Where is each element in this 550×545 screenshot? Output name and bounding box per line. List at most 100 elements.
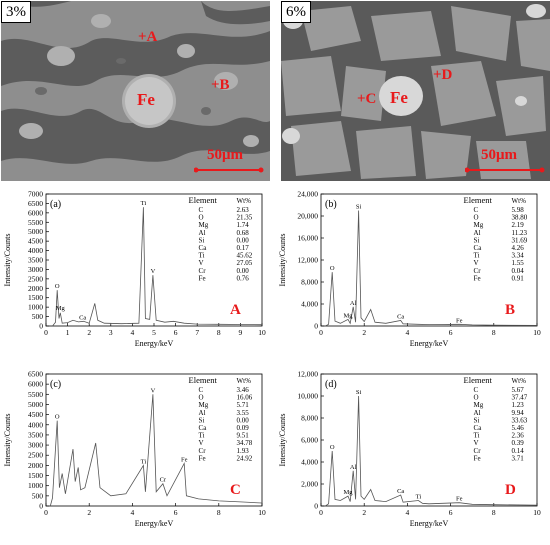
y-tick-label: 4,000: [301, 458, 318, 467]
table-value: 0.00: [237, 236, 250, 244]
x-tick-label: 4: [406, 508, 410, 517]
table-element: Al: [474, 229, 481, 237]
x-tick-label: 2: [87, 508, 91, 517]
peak-label-ti: Ti: [141, 200, 147, 207]
table-value: 3.55: [237, 409, 250, 417]
y-tick-label: 2500: [28, 451, 43, 460]
eds-chart-d: 0 2,000 4,000 6,000 8,000 10,000 12,000 0 2 4 6 8 10…: [278, 370, 541, 529]
table-element: Mg: [199, 401, 209, 409]
table-element: Fe: [199, 454, 206, 462]
table-value: 45.62: [237, 252, 253, 260]
peak-label-si: Si: [356, 204, 362, 211]
x-axis-label: Energy/keV: [410, 339, 449, 348]
table-value: 31.69: [512, 236, 528, 244]
peak-label-al: Al: [350, 464, 357, 471]
x-tick-label: 5: [152, 328, 156, 337]
y-tick-label: 0: [314, 322, 318, 331]
panel-letter: (d): [325, 379, 337, 390]
x-tick-label: 2: [362, 508, 366, 517]
plot-frame: [45, 373, 263, 507]
point-marker-b: +B: [211, 77, 230, 93]
x-tick-label: 10: [533, 508, 541, 517]
y-tick-label: 3000: [28, 265, 43, 274]
y-tick-label: 2500: [28, 274, 43, 283]
x-tick-label: 10: [258, 508, 266, 517]
table-value: 0.00: [237, 416, 250, 424]
table-element: Si: [199, 236, 205, 244]
y-tick-label: 0: [314, 502, 318, 511]
peak-label-fe: Fe: [181, 456, 188, 463]
peak-label-mg: Mg: [343, 312, 353, 319]
table-header-element: Element: [464, 195, 493, 205]
table-value: 0.17: [237, 244, 250, 252]
y-tick-label: 4500: [28, 237, 43, 246]
panel-letter: (c): [50, 379, 61, 390]
table-header-wt: Wt%: [512, 197, 527, 205]
table-value: 5.71: [237, 401, 250, 409]
table-element: Cr: [199, 447, 207, 455]
y-tick-label: 2000: [28, 284, 43, 293]
table-element: C: [199, 206, 204, 214]
table-value: 2.19: [512, 221, 525, 229]
y-tick-label: 5500: [28, 390, 43, 399]
x-tick-label: 4: [406, 328, 410, 337]
table-value: 21.35: [237, 214, 253, 222]
table-element: Mg: [474, 221, 484, 229]
peak-label-al: Al: [350, 300, 357, 307]
peak-label-v: V: [151, 387, 156, 394]
x-axis-label: Energy/keV: [135, 339, 174, 348]
y-tick-label: 0: [39, 322, 43, 331]
peak-label-ca: Ca: [397, 314, 404, 321]
sem-micrograph-3pct: 3% +A +B Fe 50μm: [1, 1, 270, 181]
table-value: 0.00: [237, 267, 250, 275]
table-element: Cr: [474, 267, 482, 275]
table-value: 4.26: [512, 244, 525, 252]
table-element: Al: [474, 409, 481, 417]
y-tick-label: 8,000: [301, 414, 318, 423]
x-tick-label: 8: [492, 508, 496, 517]
y-tick-label: 4000: [28, 420, 43, 429]
y-tick-label: 12,000: [297, 370, 318, 379]
y-tick-label: 4500: [28, 410, 43, 419]
table-value: 37.47: [512, 394, 528, 402]
table-value: 34.78: [237, 439, 253, 447]
spectrum-line: [325, 210, 538, 327]
y-tick-label: 6500: [28, 370, 43, 379]
table-value: 27.05: [237, 259, 253, 267]
micrograph-tag: 6%: [281, 1, 311, 23]
y-tick-label: 3000: [28, 441, 43, 450]
table-element: Al: [199, 229, 206, 237]
y-tick-label: 6000: [28, 380, 43, 389]
table-value: 9.94: [512, 409, 525, 417]
x-tick-label: 4: [131, 508, 135, 517]
point-marker-c: +C: [357, 91, 377, 107]
peak-label-ca: Ca: [397, 488, 404, 495]
point-letter: D: [505, 482, 516, 498]
x-tick-label: 0: [319, 328, 323, 337]
y-tick-label: 6,000: [301, 436, 318, 445]
x-tick-label: 6: [449, 328, 453, 337]
peak-label-cr: Cr: [160, 477, 167, 484]
peak-label-ti: Ti: [416, 494, 422, 501]
x-tick-label: 0: [319, 508, 323, 517]
y-tick-label: 500: [32, 491, 44, 500]
x-tick-label: 6: [174, 328, 178, 337]
table-element: Ca: [199, 244, 208, 252]
table-value: 5.67: [512, 386, 525, 394]
table-element: Cr: [474, 447, 482, 455]
peak-label-o: O: [330, 265, 335, 272]
table-value: 9.51: [237, 432, 250, 440]
peak-label-fe: Fe: [456, 317, 463, 324]
y-tick-label: 7000: [28, 190, 43, 199]
table-value: 3.34: [512, 252, 525, 260]
spectrum-line: [49, 394, 263, 507]
peak-label-ti: Ti: [141, 458, 147, 465]
table-value: 0.39: [512, 439, 525, 447]
peak-label-o: O: [330, 444, 335, 451]
x-tick-label: 10: [533, 328, 541, 337]
table-element: Cr: [199, 267, 207, 275]
x-tick-label: 6: [174, 508, 178, 517]
peak-label-o: O: [55, 414, 60, 421]
x-tick-label: 7: [195, 328, 199, 337]
fe-particle-label: Fe: [390, 88, 408, 107]
